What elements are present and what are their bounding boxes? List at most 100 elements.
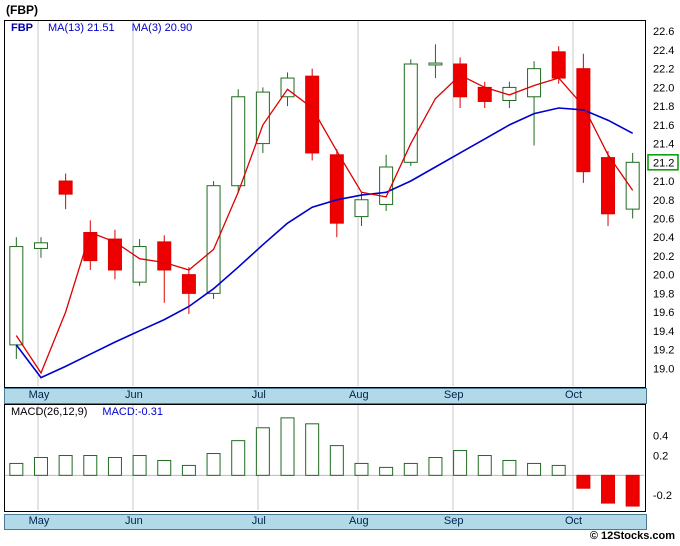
page-title: (FBP) [6,3,38,17]
price-tick-label: 20.4 [653,232,674,244]
macd-bar-positive [255,427,270,476]
candle-up [206,185,221,294]
macd-plot-border [4,404,646,512]
month-label: Jun [124,389,143,401]
macd-bar-positive [502,459,517,476]
month-label: Jun [124,515,143,527]
price-tick-label: 22.2 [653,64,674,76]
price-tick-label: 22.4 [653,45,674,57]
price-chart-panel: 22.6 22.4 22.2 22.0 21.8 21.6 21.4 21.2 21.0 20.8… [4,20,680,388]
month-label: Sep [443,389,464,401]
month-label: Oct [565,389,583,401]
price-tick-label: 21.0 [653,176,674,188]
price-tick-label: 19.8 [653,288,674,300]
candle-down [58,180,73,195]
macd-bar-positive [379,466,394,476]
macd-bar-negative [625,474,640,507]
macd-tick-label: 0.4 [653,431,668,443]
ma3-legend-label: MA(3) 20.90 [131,22,193,34]
macd-bar-positive [132,455,147,476]
price-tick-label: 19.6 [653,307,674,319]
price-tick-label: 19.2 [653,345,674,357]
candle-down [601,157,616,215]
macd-bar-positive [9,462,24,476]
month-label: May [28,515,50,527]
macd-bar-positive [453,450,468,476]
candle-up [354,199,369,218]
macd-bar-positive [33,457,48,476]
price-tick-label: 21.8 [653,101,674,113]
price-tick-label: 22.0 [653,82,674,94]
month-label: Aug [349,515,369,527]
candle-up [625,161,640,210]
macd-bar-positive [58,455,73,476]
month-label: Jul [251,389,266,401]
candlestick-chart: 22.6 22.4 22.2 22.0 21.8 21.6 21.4 21.2 21.0 20.8… [4,20,679,388]
month-label: Oct [565,515,583,527]
watermark: © 12Stocks.com [589,530,675,542]
candle-up [9,246,24,346]
macd-x-axis: May Jun Jul Aug Sep Oct [4,514,647,530]
candle-down [551,51,566,79]
macd-panel: 0.4 0.2 -0.2 MACD(26,12,9) MACD:-0.31 [4,404,680,513]
macd-bar-positive [354,462,369,476]
macd-tick-label: 0.2 [653,451,668,463]
ma3-line [15,74,634,375]
candle-down [453,63,468,98]
candle-down [157,241,172,271]
price-tick-label: 20.2 [653,251,674,263]
candle-up [255,91,270,145]
price-tick-label: 22.6 [653,26,674,38]
macd-chart: 0.4 0.2 -0.2 [4,404,672,512]
symbol-label: FBP [11,22,33,34]
candle-down [305,75,320,154]
macd-bar-negative [601,474,616,504]
last-price-badge [647,154,679,171]
candle-down [181,274,196,294]
month-label: May [28,389,50,401]
macd-bar-positive [329,445,344,476]
price-tick-label: 20.6 [653,213,674,225]
macd-bar-positive [280,417,295,476]
price-tick-label: 19.4 [653,326,674,338]
macd-params-label: MACD(26,12,9) [11,406,88,418]
macd-tick-label: -0.2 [653,490,672,502]
candle-up [132,246,147,283]
month-label: Sep [443,515,464,527]
macd-bar-positive [551,464,566,476]
price-tick-label: 20.8 [653,195,674,207]
macd-bar-negative [576,474,591,489]
macd-bar-positive [83,455,98,476]
candle-up [280,77,295,98]
candle-down [477,86,492,102]
candle-up [33,242,48,249]
macd-bar-positive [107,457,122,476]
candle-down [576,68,591,173]
candle-up [502,86,517,102]
last-price-text: 21.2 [653,157,674,169]
macd-bar-positive [206,453,221,476]
ma13-line [15,107,634,379]
candle-down [329,154,344,224]
price-x-axis: May Jun Jul Aug Sep Oct [4,388,647,404]
macd-legend: MACD(26,12,9) MACD:-0.31 [11,406,163,418]
candle-up [403,63,418,163]
macd-bar-positive [428,457,443,476]
macd-bar-positive [403,462,418,476]
candle-up [231,96,246,187]
price-tick-label: 19.0 [653,363,674,375]
macd-bar-positive [527,462,542,476]
candle-up [428,62,443,66]
price-tick-label: 21.4 [653,139,674,151]
candle-down [107,238,122,271]
macd-bar-positive [305,423,320,476]
macd-bar-positive [231,440,246,476]
price-chart-legend: FBP MA(13) 21.51 MA(3) 20.90 [11,22,209,34]
month-label: Jul [251,515,266,527]
month-label: Aug [349,389,369,401]
ma13-legend-label: MA(13) 21.51 [48,22,115,34]
macd-bar-positive [181,464,196,476]
price-tick-label: 20.0 [653,270,674,282]
price-tick-label: 21.6 [653,120,674,132]
